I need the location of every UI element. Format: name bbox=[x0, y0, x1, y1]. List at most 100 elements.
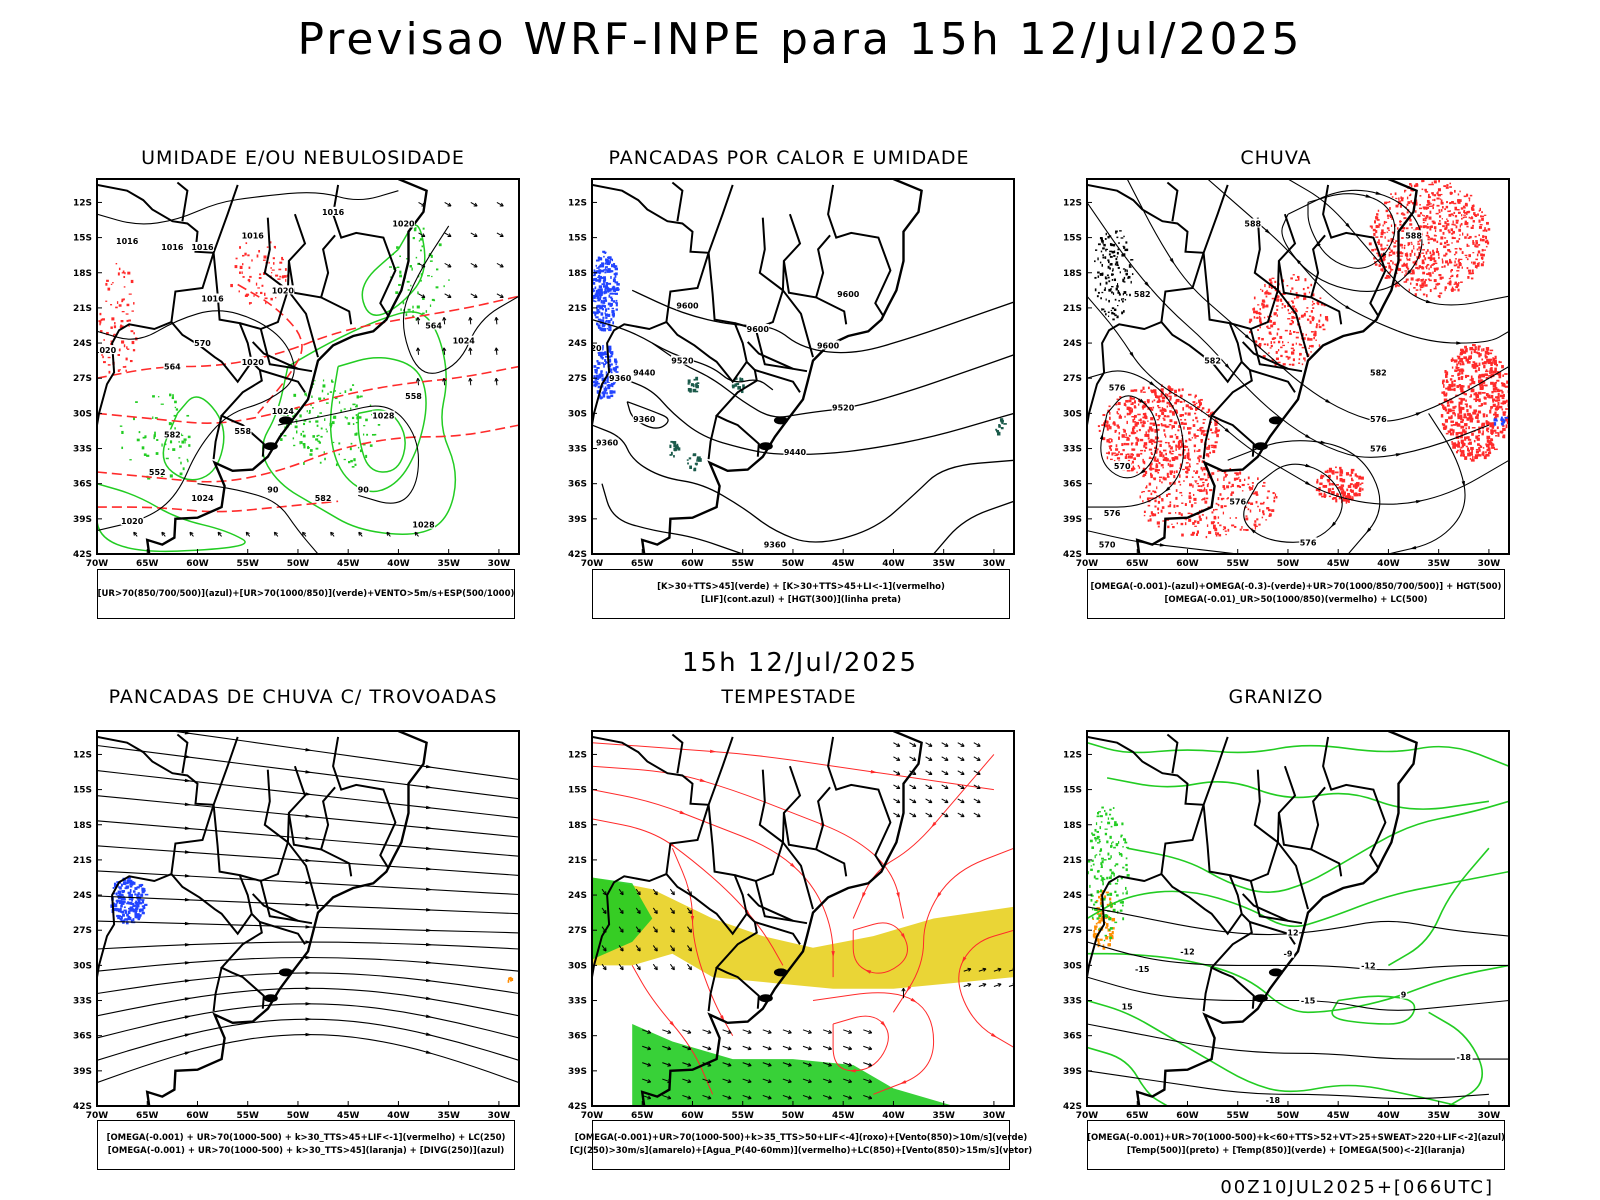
rain-black bbox=[1123, 291, 1127, 294]
rain-red bbox=[1460, 214, 1463, 217]
lif-blue bbox=[608, 328, 612, 332]
lif-blue bbox=[598, 373, 603, 377]
rain-red bbox=[1461, 406, 1465, 410]
temp850-contour bbox=[1127, 800, 1509, 893]
rain-red bbox=[1475, 258, 1478, 261]
wind-vector bbox=[802, 1094, 812, 1099]
lon-tick-label: 60W bbox=[1176, 1111, 1199, 1121]
streamline-arrow bbox=[1405, 269, 1412, 276]
rain-red bbox=[1466, 436, 1470, 439]
rain-red bbox=[1472, 411, 1477, 415]
lat-tick-label: 18S bbox=[1063, 269, 1082, 279]
rain-red bbox=[1473, 393, 1476, 396]
rain-red bbox=[1465, 404, 1468, 408]
wind-vector bbox=[417, 317, 420, 325]
rain-red bbox=[1165, 458, 1169, 462]
rain-red bbox=[1485, 451, 1487, 454]
lat-tick-label: 39S bbox=[73, 1067, 92, 1077]
rain-red bbox=[1356, 475, 1359, 478]
rain-red bbox=[1453, 379, 1456, 382]
divergence-blue bbox=[129, 885, 133, 888]
rain-red bbox=[1380, 235, 1383, 238]
rain-red bbox=[1241, 483, 1245, 487]
rain-red bbox=[1106, 456, 1109, 460]
contour-label: 552 bbox=[149, 468, 166, 477]
panel-title-umidade: UMIDADE E/OU NEBULOSIDADE bbox=[141, 147, 465, 169]
temp850-speckle bbox=[1125, 892, 1128, 895]
rain-red bbox=[1485, 221, 1489, 225]
rain-red bbox=[1406, 262, 1408, 267]
lif-blue bbox=[613, 288, 617, 293]
rain-red bbox=[1131, 402, 1134, 405]
wind-vector bbox=[418, 262, 426, 268]
rain-red bbox=[1158, 462, 1161, 464]
streamline bbox=[832, 1015, 889, 1072]
rain-red bbox=[1315, 339, 1317, 341]
rain-black bbox=[1107, 265, 1110, 269]
humidity-speckle bbox=[348, 460, 351, 464]
humidity-speckle bbox=[304, 392, 307, 396]
wind-vector-head bbox=[868, 1062, 873, 1067]
rain-red bbox=[1193, 497, 1197, 501]
rain-red bbox=[1239, 485, 1242, 488]
wind-vector bbox=[444, 262, 452, 268]
rain-red bbox=[1119, 396, 1122, 399]
rain-red bbox=[1225, 533, 1227, 536]
temp850-speckle bbox=[1118, 853, 1121, 856]
rain-red bbox=[1295, 279, 1298, 281]
rain-red bbox=[1452, 432, 1454, 436]
rain-red bbox=[1431, 220, 1435, 223]
humidity-speckle bbox=[121, 446, 124, 450]
rain-red bbox=[1276, 314, 1278, 317]
rain-red bbox=[1345, 472, 1350, 476]
lif-blue bbox=[604, 308, 608, 312]
humidity-speckle bbox=[388, 266, 393, 268]
wind-vector-head bbox=[928, 785, 933, 790]
lif-blue bbox=[598, 326, 601, 329]
contour-label-bg bbox=[371, 410, 395, 420]
rain-red bbox=[1478, 449, 1481, 452]
lif-blue bbox=[599, 350, 603, 354]
rain-red bbox=[1327, 488, 1332, 492]
rain-red bbox=[1458, 431, 1462, 434]
rain-red bbox=[1255, 312, 1259, 315]
rain-black bbox=[1125, 248, 1129, 252]
lif-blue bbox=[602, 285, 607, 288]
temp850-speckle bbox=[1119, 901, 1123, 904]
rain-red bbox=[1474, 369, 1478, 373]
panel-title-pancadas-trovoadas: PANCADAS DE CHUVA C/ TROVOADAS bbox=[108, 686, 498, 708]
rain-red bbox=[1112, 452, 1116, 454]
rain-red bbox=[1162, 408, 1166, 412]
rain-red bbox=[1463, 207, 1466, 209]
lif-blue bbox=[604, 286, 609, 290]
rain-red bbox=[1287, 304, 1290, 307]
rain-red bbox=[1478, 262, 1480, 264]
map-frame bbox=[591, 730, 1015, 1107]
rain-red bbox=[1141, 424, 1145, 428]
lif-blue bbox=[616, 287, 619, 289]
wind-vector bbox=[941, 798, 949, 804]
humidity-speckle bbox=[349, 388, 353, 391]
wind-vector-head bbox=[767, 1079, 772, 1084]
rain-red bbox=[1137, 403, 1140, 406]
lif-blue bbox=[606, 327, 609, 330]
streamline-arrow bbox=[1264, 228, 1271, 235]
rain-red bbox=[1149, 518, 1152, 522]
lat-tick-label: 30S bbox=[568, 961, 587, 971]
lat-tick-label: 33S bbox=[568, 997, 587, 1007]
wind-vector bbox=[941, 742, 949, 747]
state-border bbox=[592, 183, 760, 457]
rain-red bbox=[1116, 457, 1121, 460]
wind-vector-head bbox=[960, 785, 965, 790]
rain-red bbox=[1269, 292, 1272, 295]
rain-red bbox=[1242, 529, 1247, 531]
rain-black bbox=[1122, 280, 1125, 283]
wind-vector bbox=[782, 1078, 792, 1083]
humidity-speckle bbox=[121, 430, 124, 434]
omega-orange bbox=[1099, 898, 1103, 901]
red-speckle bbox=[119, 369, 121, 371]
wind-vector bbox=[957, 742, 965, 747]
red-speckle bbox=[266, 246, 269, 248]
red-speckle bbox=[257, 287, 260, 289]
